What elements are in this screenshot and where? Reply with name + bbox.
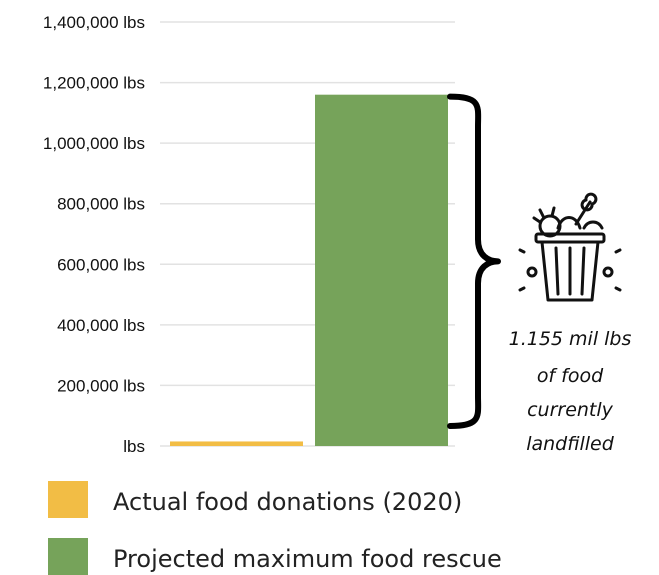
bars	[170, 94, 448, 446]
y-tick-label: 400,000 lbs	[57, 316, 145, 335]
y-tick-label: 200,000 lbs	[57, 376, 145, 395]
annotation-line: landfilled	[526, 433, 615, 455]
legend-swatch	[48, 538, 88, 575]
y-tick-label: 600,000 lbs	[57, 255, 145, 274]
annotation-line: 1.155 mil lbs	[509, 328, 632, 350]
bar-1	[170, 441, 303, 446]
annotation-note: 1.155 mil lbs of food currently landfilled	[509, 328, 632, 455]
y-axis-tick-labels: lbs 200,000 lbs 400,000 lbs 600,000 lbs 800,…	[43, 13, 145, 456]
y-tick-label: 1,000,000 lbs	[43, 134, 145, 153]
bar-2	[315, 94, 448, 446]
y-tick-label: 1,200,000 lbs	[43, 74, 145, 93]
annotation-line: currently	[527, 399, 614, 421]
y-tick-label: lbs	[123, 437, 145, 456]
annotation-line: of food	[537, 365, 604, 387]
legend-label: Actual food donations (2020)	[113, 488, 462, 516]
legend-label: Projected maximum food rescue	[113, 545, 502, 573]
legend-swatch	[48, 481, 88, 518]
trash-bin-food-icon	[518, 192, 622, 302]
legend: Actual food donations (2020) Projected ma…	[48, 481, 502, 575]
curly-brace	[447, 93, 501, 429]
y-tick-label: 800,000 lbs	[57, 195, 145, 214]
y-tick-label: 1,400,000 lbs	[43, 13, 145, 32]
gridlines	[160, 21, 455, 447]
